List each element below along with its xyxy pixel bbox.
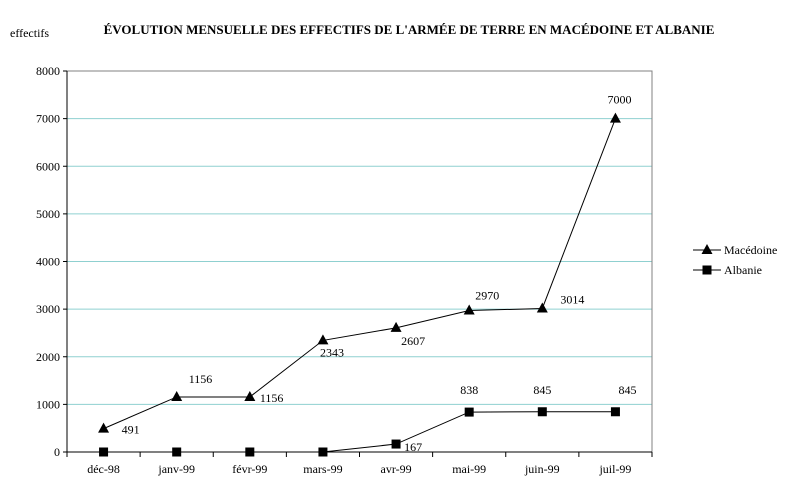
square-marker	[537, 407, 547, 417]
y-tick-label: 5000	[36, 207, 60, 221]
legend: Macédoine Albanie	[693, 243, 777, 277]
x-tick-label: mai-99	[452, 462, 486, 476]
square-marker	[172, 447, 182, 457]
x-tick-label: févr-99	[232, 462, 267, 476]
data-label: 838	[460, 383, 478, 397]
triangle-marker	[463, 304, 475, 315]
triangle-marker	[536, 302, 548, 313]
data-labels: 491 1156 1156 2343 2607 2970 3014 7000 167 838 845…	[122, 93, 637, 454]
data-label: 2607	[401, 334, 425, 348]
square-marker	[464, 407, 474, 417]
y-tick-label: 0	[54, 445, 60, 459]
square-marker	[245, 447, 255, 457]
data-label: 2343	[320, 345, 344, 359]
legend-label: Albanie	[724, 263, 762, 277]
data-label: 2970	[475, 289, 499, 303]
series-line-albanie	[103, 411, 616, 453]
triangle-marker	[317, 334, 329, 345]
x-tick-label: mars-99	[303, 462, 342, 476]
x-tick-label: déc-98	[87, 462, 120, 476]
data-label: 845	[533, 383, 551, 397]
y-axis-label: effectifs	[10, 26, 49, 40]
data-label: 7000	[607, 93, 631, 107]
data-label: 845	[618, 383, 636, 397]
chart-title: ÉVOLUTION MENSUELLE DES EFFECTIFS DE L'A…	[104, 22, 715, 37]
legend-marker	[702, 265, 712, 275]
square-marker	[391, 439, 401, 449]
data-label: 3014	[560, 292, 584, 306]
x-axis: déc-98 janv-99 févr-99 mars-99 avr-99 mai-99 j…	[66, 451, 653, 476]
y-tick-label: 8000	[36, 64, 60, 78]
legend-marker	[701, 244, 713, 254]
y-tick-label: 3000	[36, 302, 60, 316]
square-marker	[318, 447, 328, 457]
triangle-marker	[609, 112, 621, 123]
data-label: 1156	[189, 372, 213, 386]
series-line-macedoine	[103, 118, 616, 430]
x-tick-label: avr-99	[381, 462, 412, 476]
data-label: 167	[404, 440, 422, 454]
y-tick-label: 2000	[36, 350, 60, 364]
y-axis: 0 1000 2000 3000 4000 5000 6000 7000 8000	[36, 64, 68, 459]
y-tick-label: 6000	[36, 159, 60, 173]
series-group	[98, 112, 621, 457]
legend-label: Macédoine	[724, 243, 777, 257]
y-tick-label: 1000	[36, 397, 60, 411]
y-tick-label: 7000	[36, 112, 60, 126]
x-tick-label: juil-99	[598, 462, 631, 476]
data-label: 1156	[260, 391, 284, 405]
gridlines	[67, 118, 652, 405]
data-label: 491	[122, 423, 140, 437]
triangle-marker	[390, 321, 402, 332]
triangle-marker	[244, 390, 256, 401]
triangle-marker	[171, 390, 183, 401]
y-tick-label: 4000	[36, 255, 60, 269]
square-marker	[610, 407, 620, 417]
triangle-marker	[98, 422, 110, 433]
x-tick-label: juin-99	[524, 462, 560, 476]
square-marker	[99, 447, 109, 457]
x-tick-label: janv-99	[157, 462, 195, 476]
